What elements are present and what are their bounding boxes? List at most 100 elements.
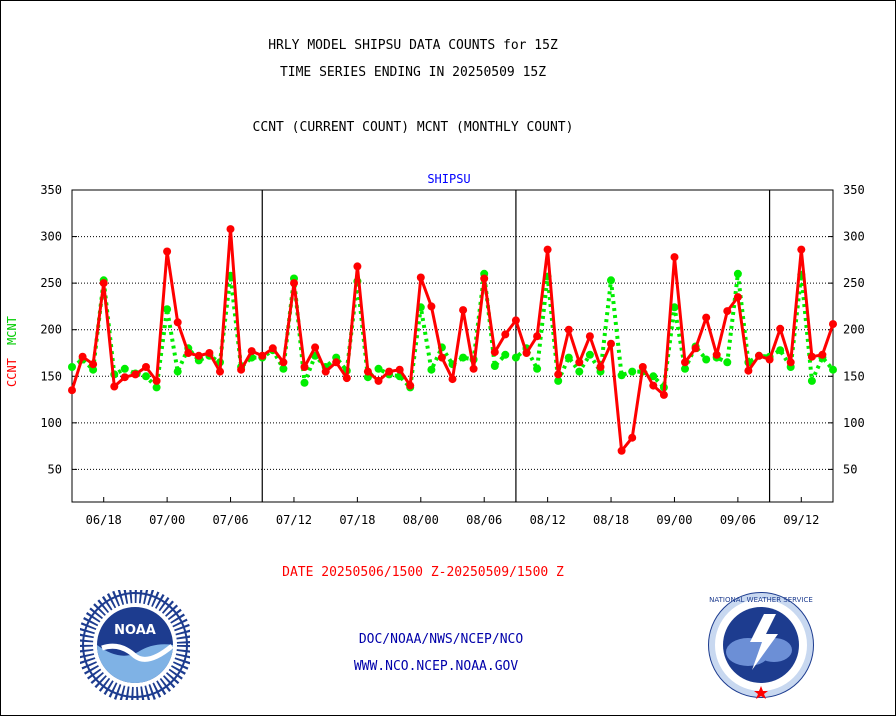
mcnt-point	[607, 276, 615, 285]
mcnt-point	[670, 303, 679, 312]
ccnt-point	[385, 367, 394, 376]
ccnt-point	[290, 279, 298, 288]
ccnt-point	[226, 225, 235, 234]
nws-logo: NATIONAL WEATHER SERVICE	[708, 592, 814, 699]
ccnt-point	[691, 344, 700, 353]
ccnt-point	[279, 358, 288, 367]
mcnt-point	[564, 353, 573, 362]
ccnt-point	[120, 373, 129, 382]
ccnt-point	[585, 332, 594, 341]
ccnt-point	[237, 365, 246, 374]
ccnt-point	[755, 351, 763, 360]
y-tick-label-right: 200	[843, 323, 865, 337]
mcnt-point	[142, 372, 150, 381]
ccnt-point	[448, 375, 457, 384]
ccnt-point	[258, 351, 267, 360]
ccnt-point	[617, 446, 626, 455]
mcnt-point	[733, 269, 742, 278]
x-tick-label: 08/06	[466, 513, 502, 527]
y-tick-label-left: 50	[48, 462, 62, 476]
ccnt-point	[459, 306, 468, 315]
chart-title-line1: HRLY MODEL SHIPSU DATA COUNTS for 15Z	[268, 38, 558, 53]
y-tick-label-left: 300	[40, 230, 62, 244]
ccnt-point	[332, 358, 341, 367]
ccnt-line	[70, 227, 835, 453]
ccnt-point	[702, 313, 711, 322]
ccnt-point	[268, 344, 277, 353]
org-line[interactable]: DOC/NOAA/NWS/NCEP/NCO	[358, 632, 524, 647]
x-tick-label: 07/00	[149, 513, 185, 527]
ccnt-point	[437, 353, 446, 362]
y-tick-label-left: 200	[40, 323, 62, 337]
plot-border	[71, 189, 834, 503]
ccnt-point	[311, 343, 320, 352]
mcnt-point	[152, 383, 161, 392]
ccnt-point	[818, 350, 827, 359]
ccnt-point	[607, 339, 615, 348]
mcnt-point	[829, 365, 837, 374]
ccnt-point	[786, 358, 795, 367]
mcnt-point	[807, 376, 816, 385]
x-tick-label: 09/00	[656, 513, 692, 527]
ccnt-point	[564, 325, 573, 334]
y-tick-label-right: 50	[843, 462, 857, 476]
ccnt-point	[68, 386, 76, 395]
x-tick-label: 07/06	[212, 513, 248, 527]
ccnt-point	[554, 370, 563, 379]
ccnt-point	[374, 376, 383, 385]
ccnt-point	[194, 351, 203, 360]
y-tick-label-right: 250	[843, 276, 865, 290]
ccnt-point	[649, 381, 658, 390]
ccnt-point	[659, 390, 668, 399]
ccnt-point	[99, 279, 108, 288]
ccnt-point	[829, 320, 837, 329]
ccnt-point	[765, 355, 774, 364]
ccnt-point	[480, 274, 489, 283]
ccnt-point	[670, 253, 679, 262]
mcnt-point	[427, 365, 436, 374]
x-tick-label: 07/18	[339, 513, 375, 527]
ccnt-point	[596, 363, 605, 371]
ccnt-point	[247, 347, 256, 356]
ccnt-point	[744, 366, 753, 375]
ccnt-point	[533, 332, 542, 341]
ccnt-point	[501, 330, 510, 339]
mcnt-point	[68, 363, 76, 371]
x-tick-label: 09/06	[720, 513, 756, 527]
y-label-ccnt: CCNT	[5, 358, 19, 387]
mcnt-point	[533, 364, 542, 373]
mcnt-point	[374, 364, 383, 373]
mcnt-point	[628, 367, 637, 376]
ccnt-point	[184, 349, 193, 357]
ccnt-point	[638, 363, 647, 371]
ccnt-point	[807, 352, 816, 361]
ccnt-point	[163, 247, 172, 256]
x-tick-label: 06/18	[86, 513, 122, 527]
y-tick-label-left: 150	[40, 369, 62, 383]
ccnt-point	[89, 360, 98, 369]
mcnt-point	[575, 367, 584, 376]
mcnt-point	[617, 371, 626, 380]
y-tick-label-right: 150	[843, 369, 865, 383]
noaa-logo: NOAA	[80, 590, 190, 700]
ccnt-point	[110, 382, 119, 391]
mcnt-point	[459, 353, 468, 362]
ccnt-point	[712, 350, 721, 359]
mcnt-point	[723, 358, 732, 367]
ccnt-point	[321, 367, 330, 376]
shipsu-chart: SHIPSU 50 50 100 100 150 150 200 200 250 250 300 30…	[5, 172, 865, 527]
mcnt-point	[501, 350, 510, 359]
x-tick-label: 08/00	[403, 513, 439, 527]
website-link[interactable]: WWW.NCO.NCEP.NOAA.GOV	[353, 659, 519, 674]
mcnt-point	[89, 365, 98, 374]
ccnt-point	[427, 302, 436, 311]
ccnt-point	[216, 367, 224, 376]
ccnt-point	[300, 363, 309, 371]
ccnt-point	[733, 293, 742, 302]
mcnt-point	[681, 364, 689, 373]
y-tick-label-right: 100	[843, 416, 865, 430]
ccnt-point	[173, 318, 182, 327]
mcnt-point	[490, 362, 499, 370]
x-tick-label: 07/12	[276, 513, 312, 527]
ccnt-point	[776, 324, 785, 333]
